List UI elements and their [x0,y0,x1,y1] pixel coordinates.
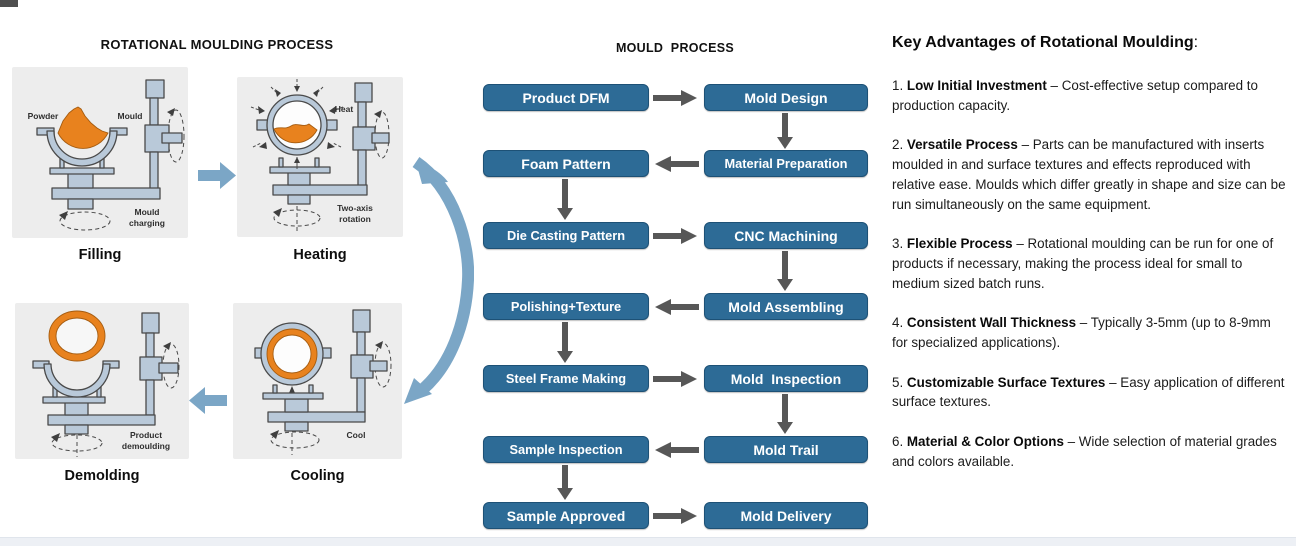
flow-box-mold-trail: Mold Trail [704,436,868,463]
flow-arrow-right-1 [653,90,697,106]
advantages-column: Key Advantages of Rotational Moulding: 1… [892,34,1290,492]
flow-arrow-down-3 [777,251,793,291]
flow-arrow-right-3 [653,228,697,244]
flow-arrow-down-6 [557,465,573,500]
label-heat: Heat [334,104,354,114]
panel-filling: Powder Mould Mould charging [12,67,188,238]
arrow-filling-to-heating [198,162,236,189]
label-two-axis-rotation: Two-axis rotation [337,203,373,224]
flow-box-polishing-texture: Polishing+Texture [483,293,649,320]
caption-demolding: Demolding [64,468,140,484]
advantage-item-3: 3. Flexible Process – Rotational mouldin… [892,236,1274,291]
rotational-process-title: ROTATIONAL MOULDING PROCESS [100,37,334,52]
bottom-strip [0,537,1296,546]
corner-bar [0,0,18,7]
advantage-item-2: 2. Versatile Process – Parts can be manu… [892,137,1286,212]
flow-box-foam-pattern: Foam Pattern [483,150,649,177]
flow-arrow-right-7 [653,508,697,524]
flow-box-mold-assembling: Mold Assembling [704,293,868,320]
mould-process-title: MOULD PROCESS [615,41,735,55]
arrow-heating-to-cooling [404,157,474,404]
label-cool: Cool [346,430,366,440]
flow-box-mold-inspection: Mold Inspection [704,365,868,392]
flow-arrow-down-5 [777,394,793,434]
label-mould-charging: Mould charging [129,207,165,228]
flow-arrow-right-5 [653,371,697,387]
flow-box-steel-frame-making: Steel Frame Making [483,365,649,392]
flow-box-cnc-machining: CNC Machining [704,222,868,249]
cooling-machine-illustration [254,309,392,455]
panel-heating: Heat Two-axis rotation [237,77,403,237]
caption-filling: Filling [78,247,122,263]
flow-arrow-down-1 [777,113,793,149]
advantage-item-1: 1. Low Initial Investment – Cost-effecti… [892,78,1258,113]
flow-box-mold-delivery: Mold Delivery [704,502,868,529]
label-mould: Mould [117,111,143,121]
demolding-machine-illustration [32,310,180,457]
flow-arrow-down-4 [557,322,573,363]
advantages-heading: Key Advantages of Rotational Moulding: [892,34,1199,51]
advantage-item-5: 5. Customizable Surface Textures – Easy … [892,374,1285,410]
flow-box-die-casting-pattern: Die Casting Pattern [483,222,649,249]
caption-heating: Heating [293,247,347,263]
panel-demolding: Product demoulding [15,303,189,459]
flow-arrow-down-2 [557,179,573,220]
label-powder: Powder [27,111,59,121]
filling-machine-illustration [36,79,185,231]
caption-cooling: Cooling [290,468,345,484]
arrow-cooling-to-demolding [189,387,227,414]
flow-box-material-preparation: Material Preparation [704,150,868,177]
flow-box-sample-approved: Sample Approved [483,502,649,529]
flow-box-mold-design: Mold Design [704,84,868,111]
flow-box-product-dfm: Product DFM [483,84,649,111]
flow-box-sample-inspection: Sample Inspection [483,436,649,463]
advantage-item-6: 6. Material & Color Options – Wide selec… [892,434,1277,469]
flow-arrow-left-2 [655,156,699,172]
label-product-demoulding: Product demoulding [121,430,171,451]
panel-cooling: Cool [233,303,402,459]
flow-arrow-left-4 [655,299,699,315]
flow-arrow-left-6 [655,442,699,458]
advantage-item-4: 4. Consistent Wall Thickness – Typically… [892,315,1271,351]
heating-machine-illustration [250,79,390,233]
